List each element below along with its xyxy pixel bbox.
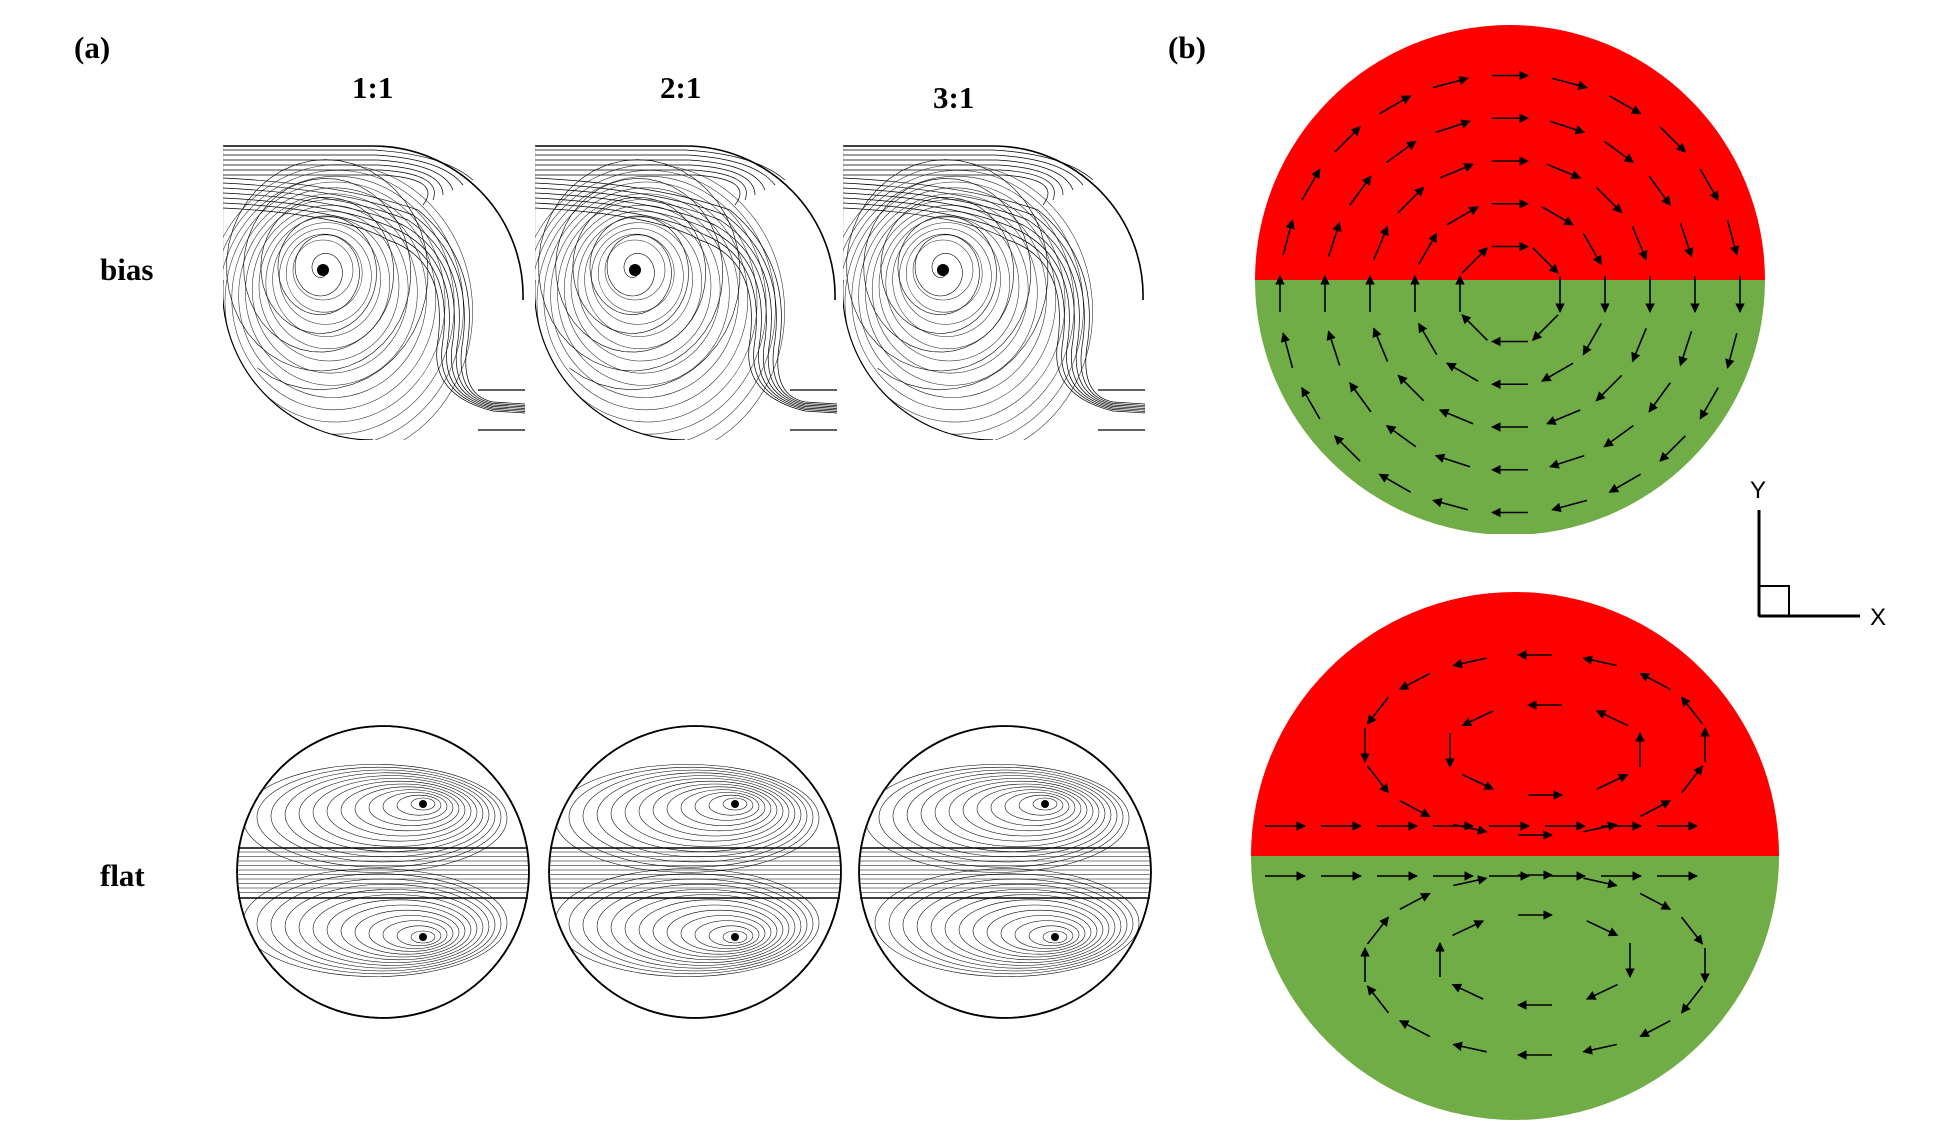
ratio-label-3: 3:1 <box>933 80 975 115</box>
flat-streamline-plot-1 <box>233 722 533 1022</box>
coordinate-axes: Y X <box>1750 477 1886 631</box>
flat-streamline-plot-2 <box>545 722 845 1022</box>
row-label-flat: flat <box>100 858 145 893</box>
ratio-label-2: 2:1 <box>660 70 702 105</box>
ratio-label-1: 1:1 <box>352 70 394 105</box>
bias-streamline-plot-2 <box>535 140 837 440</box>
bias-streamline-plot-3 <box>843 140 1145 440</box>
bias-vector-circle <box>1255 25 1765 534</box>
row-label-bias: bias <box>100 252 154 287</box>
bias-streamline-plot-1 <box>223 140 525 440</box>
flat-vector-circle <box>1251 592 1779 1120</box>
flat-streamline-plot-3 <box>855 722 1155 1022</box>
x-axis-label: X <box>1870 604 1886 631</box>
panel-b-tag: (b) <box>1168 30 1206 65</box>
panel-a-tag: (a) <box>74 30 111 65</box>
y-axis-label: Y <box>1750 477 1766 504</box>
